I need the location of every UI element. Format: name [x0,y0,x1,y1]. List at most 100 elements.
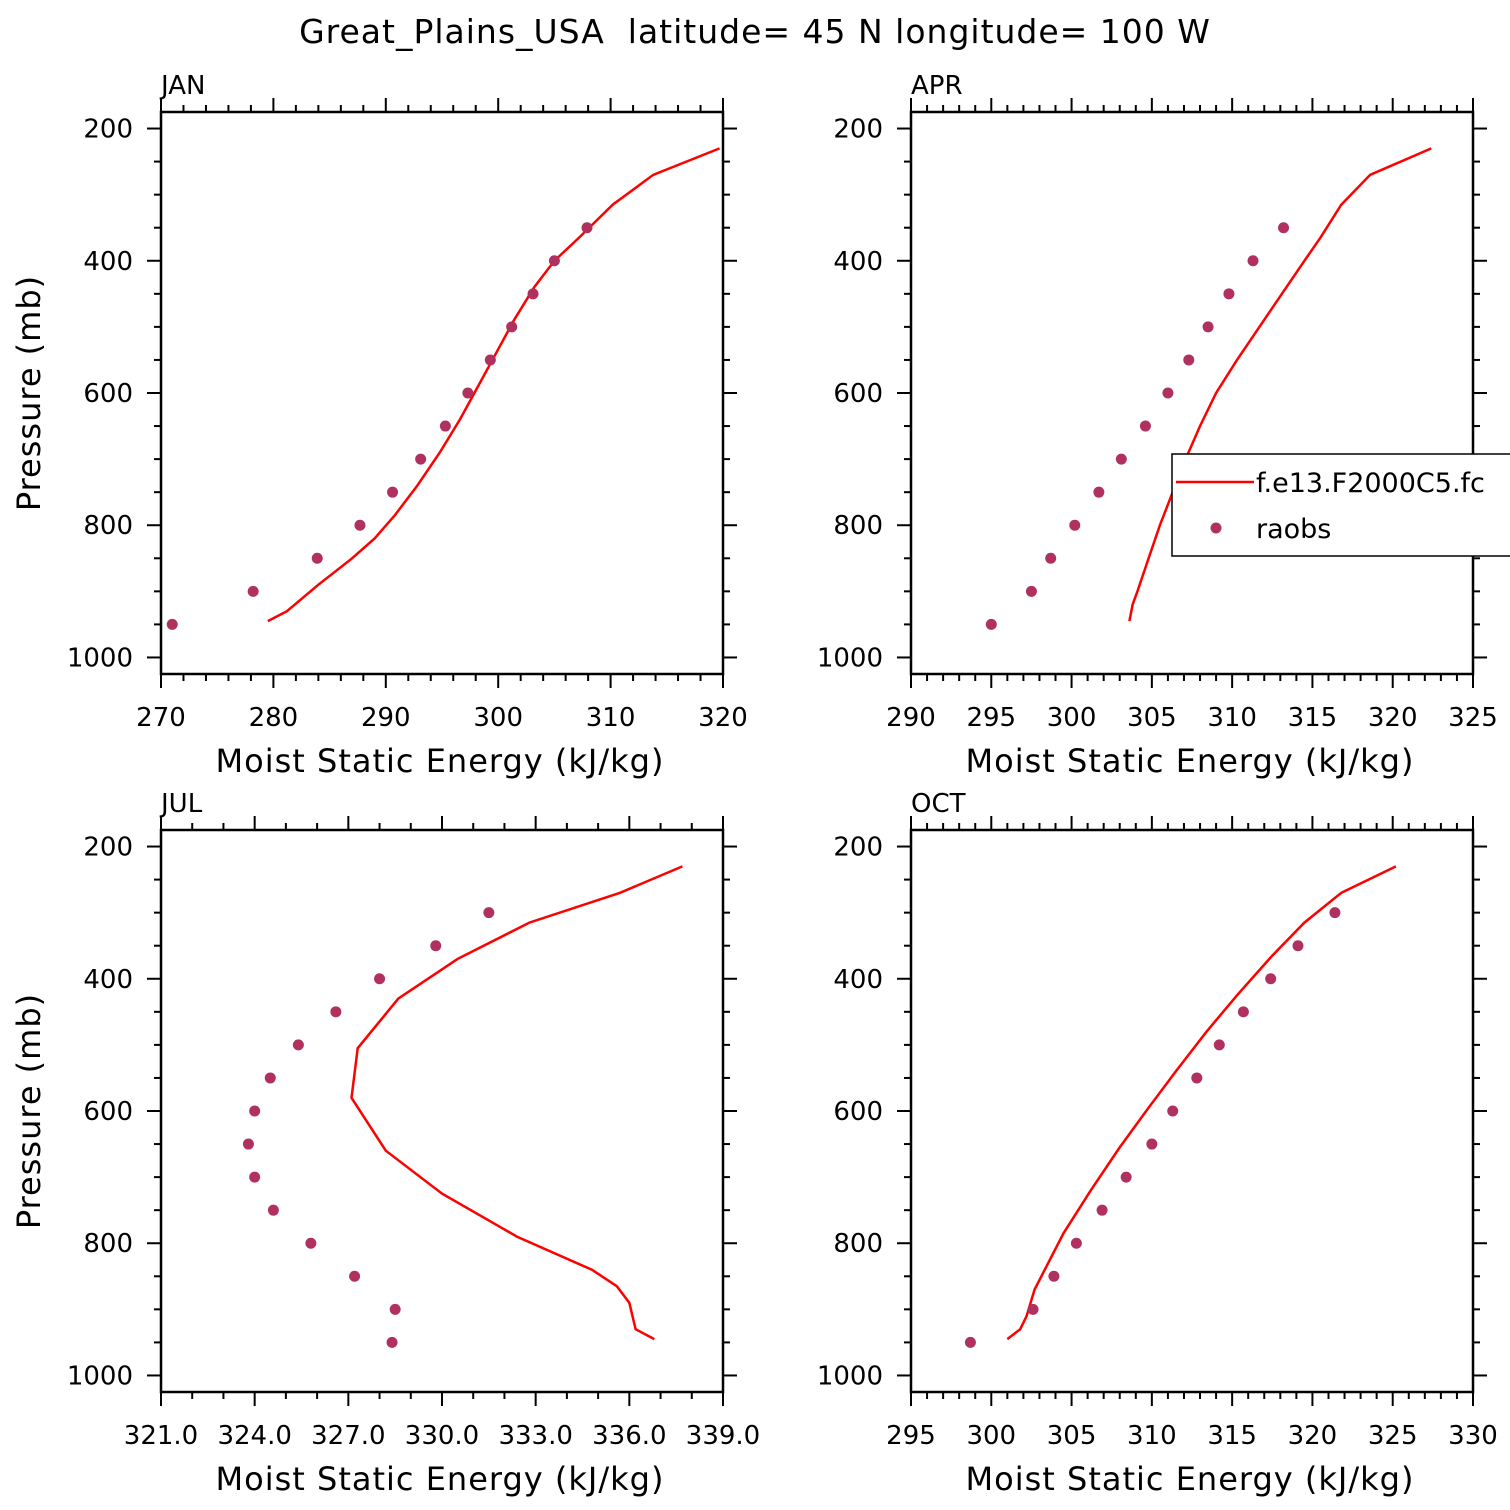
y-axis-title: Pressure (mb) [10,275,48,511]
x-tick-label: 325 [1368,1421,1418,1451]
raobs-point [1237,1006,1249,1018]
raobs-point [1162,387,1174,399]
raobs-point [247,585,259,597]
x-tick-label: 333.0 [498,1421,572,1451]
y-tick-label: 200 [833,833,883,863]
raobs-point [1223,288,1235,300]
x-axis-title: Moist Static Energy (kJ/kg) [966,742,1415,780]
x-axis-title: Moist Static Energy (kJ/kg) [216,1460,665,1498]
x-tick-label: 290 [361,703,411,733]
x-axis-title: Moist Static Energy (kJ/kg) [216,742,665,780]
panel-label: OCT [911,789,966,819]
x-axis-title: Moist Static Energy (kJ/kg) [966,1460,1415,1498]
raobs-point [1115,453,1127,465]
raobs-point [439,420,451,432]
x-tick-label: 300 [1047,703,1097,733]
y-tick-label: 600 [83,379,133,409]
plot-frame [159,110,725,676]
legend-box [1171,453,1510,557]
raobs-point [1069,519,1081,531]
raobs-point [354,519,366,531]
raobs-point [462,387,474,399]
raobs-point [264,1072,276,1084]
raobs-point [267,1204,279,1216]
raobs-point [1146,1138,1158,1150]
raobs-point [527,288,539,300]
raobs-point [1202,321,1214,333]
x-tick-label: 320 [1368,703,1418,733]
raobs-point [985,618,997,630]
plot-frame [159,828,725,1394]
raobs-point [483,907,495,919]
y-tick-label: 1000 [817,1361,883,1391]
x-tick-label: 330.0 [405,1421,479,1451]
legend: f.e13.F2000C5.fc raobs [1171,453,1510,557]
raobs-point [1213,1039,1225,1051]
raobs-point [581,222,593,234]
plot-frame [909,110,1475,676]
x-tick-label: 310 [1207,703,1257,733]
raobs-point [166,618,178,630]
x-tick-label: 295 [966,703,1016,733]
raobs-point [1025,585,1037,597]
raobs-point [387,486,399,498]
raobs-point [1265,973,1277,985]
y-tick-label: 200 [83,833,133,863]
x-tick-label: 315 [1288,703,1338,733]
x-tick-label: 280 [249,703,299,733]
y-tick-label: 200 [83,115,133,145]
raobs-point [249,1105,261,1117]
raobs-point [1120,1171,1132,1183]
raobs-point [389,1303,401,1315]
raobs-point [1191,1072,1203,1084]
x-tick-label: 320 [698,703,748,733]
raobs-point [1167,1105,1179,1117]
raobs-point [330,1006,342,1018]
raobs-point [386,1336,398,1348]
y-tick-label: 800 [83,1229,133,1259]
raobs-point [349,1270,361,1282]
raobs-point [1045,552,1057,564]
x-tick-label: 327.0 [311,1421,385,1451]
x-tick-label: 300 [473,703,523,733]
raobs-point [311,552,323,564]
model-profile-line [1128,147,1432,622]
model-profile-line [267,147,721,623]
panel-jul: 200 400 600 800 1000 321.0 324.0 327.0 330.0 333.… [10,789,760,1498]
x-tick-label: 325 [1448,703,1498,733]
model-profile-line [1006,865,1397,1341]
x-tick-label: 324.0 [217,1421,291,1451]
x-tick-label: 336.0 [592,1421,666,1451]
raobs-point [242,1138,254,1150]
x-tick-label: 295 [886,1421,936,1451]
x-tick-label: 270 [136,703,186,733]
panel-label: JAN [159,71,205,101]
x-tick-label: 305 [1047,1421,1097,1451]
x-tick-label: 330 [1448,1421,1498,1451]
raobs-point [964,1336,976,1348]
y-tick-label: 1000 [817,643,883,673]
x-tick-label: 310 [586,703,636,733]
y-tick-label: 800 [83,511,133,541]
panel-label: APR [911,71,963,101]
y-tick-label: 600 [833,379,883,409]
y-tick-label: 1000 [67,1361,133,1391]
raobs-point [1070,1237,1082,1249]
page-title: Great_Plains_USA latitude= 45 N longitud… [299,12,1211,51]
raobs-point [249,1171,261,1183]
raobs-point [1183,354,1195,366]
legend-obs-label: raobs [1256,514,1331,545]
raobs-point [1247,255,1259,267]
raobs-point [1093,486,1105,498]
x-tick-label: 305 [1127,703,1177,733]
legend-dot-swatch [1210,522,1222,534]
raobs-point [1329,907,1341,919]
raobs-point [430,940,442,952]
y-axis-title: Pressure (mb) [10,993,48,1229]
x-tick-label: 300 [966,1421,1016,1451]
raobs-point [1096,1204,1108,1216]
panel-label: JUL [159,789,203,819]
raobs-point [1139,420,1151,432]
